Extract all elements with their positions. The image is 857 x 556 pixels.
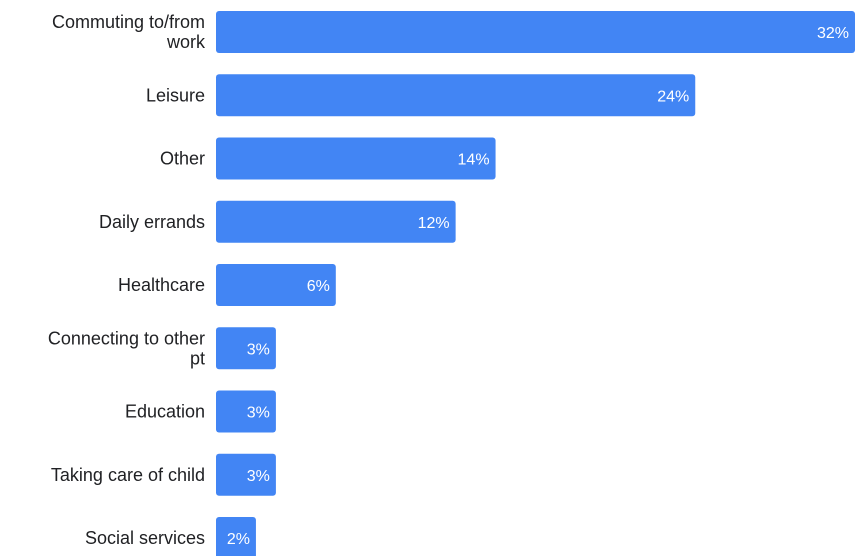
category-label-line: Education [125,402,205,422]
bar-other [216,137,496,180]
bar-education [216,390,276,433]
bar-social-services [216,517,256,556]
category-label-line: Connecting to other [48,328,205,348]
category-label-taking-care-of-child: Taking care of child [51,465,205,485]
bars-layer [216,11,855,556]
category-label-line: Taking care of child [51,465,205,485]
bar-daily-errands [216,200,456,243]
bar-commuting-to-from-work [216,11,855,53]
labels-layer: 32% Commuting to/from work 24% Leisure 14% Oth… [48,12,849,548]
category-label-line: pt [190,348,205,368]
category-label-leisure: Leisure [146,85,205,105]
category-label-line: Other [160,149,205,169]
category-label-commuting-to-from-work: Commuting to/from work [52,12,206,52]
value-label-education: 3% [247,405,270,422]
bar-leisure [216,74,696,117]
bar-healthcare [216,264,336,306]
category-label-line: Daily errands [99,212,205,232]
category-label-line: Leisure [146,85,205,105]
category-label-line: Social services [85,528,205,548]
category-label-healthcare: Healthcare [118,275,205,295]
category-label-line: Healthcare [118,275,205,295]
category-label-social-services: Social services [85,528,205,548]
value-label-healthcare: 6% [307,278,330,295]
value-label-social-services: 2% [227,531,250,548]
bar-connecting-to-other-pt [216,327,276,370]
value-label-other: 14% [458,152,490,169]
value-label-commuting-to-from-work: 32% [817,25,849,42]
value-label-connecting-to-other-pt: 3% [247,341,270,358]
category-label-education: Education [125,402,205,422]
category-label-line: work [166,32,206,52]
category-label-line: Commuting to/from [52,12,205,32]
value-label-daily-errands: 12% [418,215,450,232]
category-label-connecting-to-other-pt: Connecting to other pt [48,328,205,368]
value-label-leisure: 24% [657,88,689,105]
category-label-other: Other [160,149,205,169]
bar-taking-care-of-child [216,453,276,496]
category-label-daily-errands: Daily errands [99,212,205,232]
value-label-taking-care-of-child: 3% [247,468,270,485]
